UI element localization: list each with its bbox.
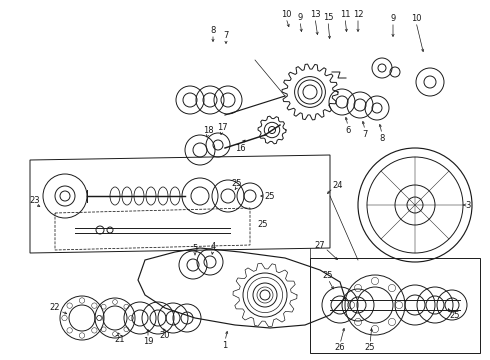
Text: 13: 13 <box>310 9 320 18</box>
Text: 10: 10 <box>411 14 421 23</box>
Text: 22: 22 <box>50 303 60 312</box>
Text: 24: 24 <box>333 180 343 189</box>
Text: 25: 25 <box>232 179 242 188</box>
Text: 25: 25 <box>450 310 460 320</box>
Text: 6: 6 <box>345 126 351 135</box>
Text: 25: 25 <box>265 192 275 201</box>
Text: 9: 9 <box>297 13 303 22</box>
Text: 9: 9 <box>391 14 395 23</box>
Text: 3: 3 <box>466 201 471 210</box>
Text: 8: 8 <box>379 134 385 143</box>
Text: 7: 7 <box>362 130 368 139</box>
Text: 25: 25 <box>258 220 268 229</box>
Text: 25: 25 <box>365 343 375 352</box>
Text: 16: 16 <box>235 144 245 153</box>
Text: 26: 26 <box>335 343 345 352</box>
Text: 23: 23 <box>30 195 40 204</box>
Bar <box>310 258 480 353</box>
Text: 25: 25 <box>323 270 333 279</box>
Text: 12: 12 <box>353 9 363 18</box>
Text: 8: 8 <box>210 26 216 35</box>
Text: 10: 10 <box>281 9 291 18</box>
Text: 15: 15 <box>323 13 333 22</box>
Text: 5: 5 <box>193 243 197 252</box>
Text: 20: 20 <box>160 330 170 339</box>
Text: 11: 11 <box>340 9 350 18</box>
Text: 17: 17 <box>217 122 227 131</box>
Text: 1: 1 <box>222 341 228 350</box>
Text: 19: 19 <box>143 338 153 346</box>
Text: 7: 7 <box>223 31 229 40</box>
Text: 21: 21 <box>115 336 125 345</box>
Text: 18: 18 <box>203 126 213 135</box>
Text: 4: 4 <box>210 242 216 251</box>
Text: 27: 27 <box>315 240 325 249</box>
